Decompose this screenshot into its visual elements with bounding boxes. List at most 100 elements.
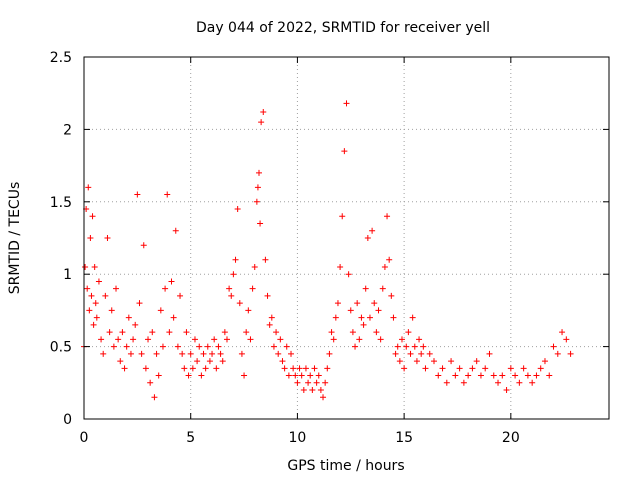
data-point (371, 300, 378, 307)
data-point (283, 343, 290, 350)
data-point (294, 379, 301, 386)
data-point (384, 213, 391, 220)
data-point (405, 329, 412, 336)
data-point (82, 263, 89, 270)
data-point (185, 372, 192, 379)
data-point (149, 329, 156, 336)
data-point (320, 394, 327, 401)
data-point (362, 285, 369, 292)
data-point (266, 321, 273, 328)
data-point (495, 379, 502, 386)
axis-ticks: 0 5 10 15 20 0 0.5 1 1.5 2 2.5 (50, 50, 609, 446)
data-point (309, 387, 316, 394)
x-tick-label: 20 (502, 430, 520, 446)
data-point (89, 213, 96, 220)
data-point (420, 343, 427, 350)
data-point (452, 372, 459, 379)
data-point (537, 365, 544, 372)
data-point (330, 336, 337, 343)
data-point (512, 372, 519, 379)
plot-frame (83, 56, 610, 420)
data-point (279, 358, 286, 365)
data-point (426, 350, 433, 357)
data-point (396, 358, 403, 365)
x-tick-label: 0 (80, 430, 89, 446)
data-point (324, 365, 331, 372)
data-point (337, 263, 344, 270)
data-point (93, 314, 100, 321)
data-point (132, 321, 139, 328)
data-point (275, 350, 282, 357)
data-point (482, 365, 489, 372)
data-point (268, 314, 275, 321)
data-point (86, 307, 93, 314)
data-point (234, 206, 241, 213)
data-point (84, 285, 91, 292)
data-point (198, 372, 205, 379)
data-point (187, 350, 194, 357)
data-point (490, 372, 497, 379)
data-point (228, 292, 235, 299)
data-point (91, 263, 98, 270)
data-point (422, 365, 429, 372)
data-point (364, 235, 371, 241)
data-point (189, 365, 196, 372)
data-point (243, 329, 250, 336)
data-point (413, 358, 420, 365)
data-point (113, 285, 120, 292)
data-point (443, 379, 450, 386)
data-point (533, 372, 540, 379)
data-point (469, 365, 476, 372)
data-point (322, 379, 329, 386)
data-point (317, 387, 324, 394)
data-point (381, 263, 388, 270)
data-point (194, 358, 201, 365)
data-point (332, 314, 339, 321)
data-point (277, 336, 284, 343)
data-point (292, 372, 299, 379)
data-point (108, 307, 115, 314)
data-point (290, 365, 297, 372)
data-point (226, 285, 233, 292)
data-point (213, 365, 220, 372)
data-point (503, 387, 510, 394)
data-point (281, 365, 288, 372)
data-point (307, 372, 314, 379)
data-point (356, 336, 363, 343)
data-point (200, 350, 207, 357)
data-point (166, 329, 173, 336)
data-point (379, 285, 386, 292)
data-point (394, 343, 401, 350)
data-point (373, 329, 380, 336)
data-point (251, 263, 258, 270)
data-point (349, 329, 356, 336)
data-point (300, 387, 307, 394)
data-point (305, 379, 312, 386)
data-point (328, 329, 335, 336)
data-point (209, 350, 216, 357)
data-point (260, 109, 267, 116)
data-point (217, 350, 224, 357)
data-point (125, 314, 132, 321)
data-point (390, 314, 397, 321)
data-point (247, 336, 254, 343)
data-point (258, 119, 265, 126)
data-point (366, 314, 373, 321)
data-point (115, 336, 122, 343)
data-point (221, 329, 228, 336)
data-point (102, 292, 109, 299)
data-point (219, 358, 226, 365)
data-point (541, 358, 548, 365)
data-point (236, 300, 243, 307)
data-point (431, 358, 437, 365)
data-point (211, 336, 218, 343)
data-point (164, 191, 171, 198)
data-point (157, 307, 164, 314)
data-point (179, 350, 186, 357)
data-point (341, 148, 348, 155)
data-point (360, 321, 367, 328)
data-point (392, 350, 399, 357)
data-point (302, 365, 309, 372)
y-tick-label: 1 (63, 267, 72, 283)
data-point (567, 350, 574, 357)
